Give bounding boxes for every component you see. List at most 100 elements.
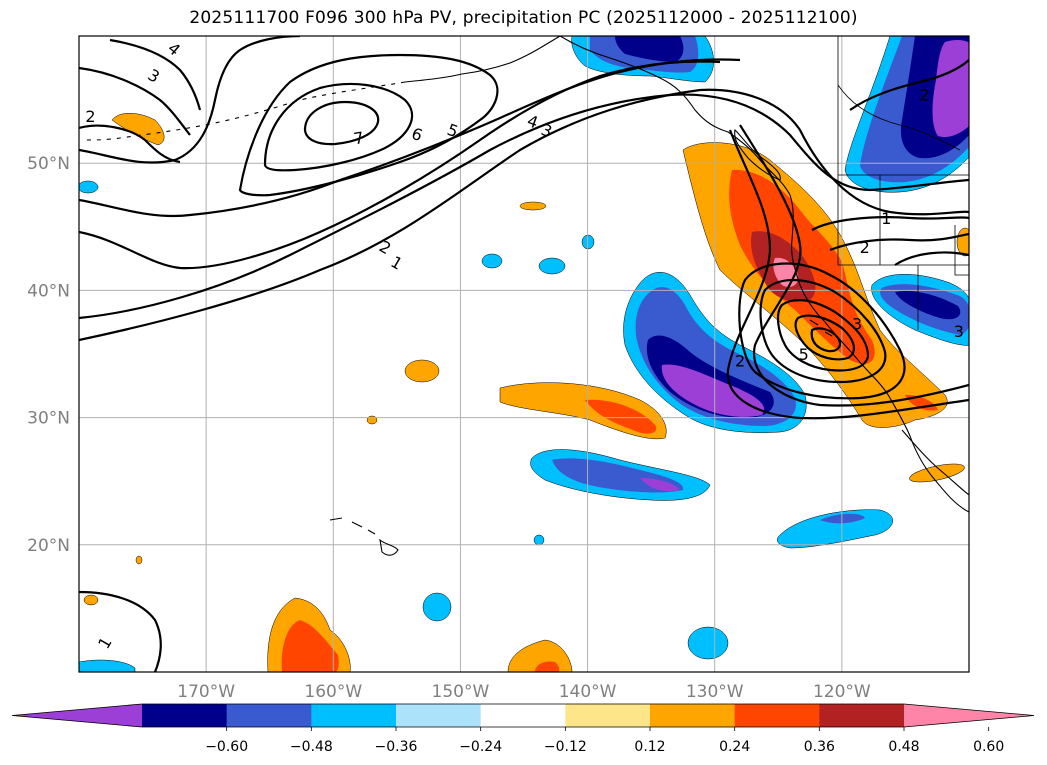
precip-spot xyxy=(533,534,545,546)
precip-spot xyxy=(83,594,99,606)
precip-positive-south1-red xyxy=(281,620,339,672)
state-borders xyxy=(837,36,969,330)
pv-contour-label: 4 xyxy=(525,111,541,132)
pv-contour-label: 3 xyxy=(954,322,964,341)
lon-tick-label: 120°W xyxy=(813,682,871,702)
precip-spot xyxy=(481,253,503,269)
precip-spot xyxy=(422,592,452,622)
colorbar-segment xyxy=(396,704,482,727)
colorbar-tick-label: −0.36 xyxy=(375,739,418,755)
pv-contour-label-text: 2 xyxy=(85,107,95,126)
lon-tick-label: 160°W xyxy=(304,682,362,702)
lat-tick-label: 40°N xyxy=(27,281,70,301)
pv-contour-1 xyxy=(79,88,969,342)
colorbar-segment xyxy=(142,704,228,727)
lat-tick-label: 20°N xyxy=(27,536,70,556)
precip-spot xyxy=(79,180,99,194)
pv-contour-trough-outer xyxy=(726,129,969,420)
pv-contour-3 xyxy=(79,58,741,218)
pv-contour-label: 7 xyxy=(352,128,365,148)
precip-negative-goa-navy xyxy=(615,36,684,62)
pv-contour-aleutian-3 xyxy=(79,66,191,136)
colorbar xyxy=(11,703,1035,728)
lon-tick-label: 170°W xyxy=(177,682,235,702)
pv-contour-label: 2 xyxy=(85,107,95,126)
pv-contour-4 xyxy=(79,36,301,164)
colorbar-tick-labels: −0.60 −0.48 −0.36 −0.24 −0.12 0.12 0.24 0.36 0.4… xyxy=(205,727,1004,755)
precip-spot xyxy=(404,359,440,383)
coastline-baja-east xyxy=(901,429,969,496)
pv-contour-label: 5 xyxy=(445,120,461,141)
coastline-hawaii xyxy=(329,517,399,556)
coastlines xyxy=(84,36,969,556)
pv-contour-trough-2 xyxy=(759,278,887,384)
pv-contour-trough-outer-2 xyxy=(739,124,969,407)
pv-contour-label-text: 2 xyxy=(735,351,745,370)
colorbar-tick-label: 0.36 xyxy=(804,739,835,755)
precip-positive-south2-red xyxy=(535,661,560,672)
precip-negative-baja-cyan xyxy=(777,509,893,549)
colorbar-tick-label: 0.24 xyxy=(719,739,750,755)
colorbar-segment xyxy=(819,704,905,727)
latitude-tick-labels: 20°N 30°N 40°N 50°N xyxy=(27,154,70,556)
lat-tick-label: 50°N xyxy=(27,154,70,174)
pv-contour-2 xyxy=(79,93,969,320)
pv-contour-east-2 xyxy=(829,232,969,252)
precip-negative-trough-purple xyxy=(661,364,765,417)
pv-contour-label: 3 xyxy=(539,120,555,141)
precip-positive-central-red xyxy=(585,399,657,434)
pv-contour-label-text: 2 xyxy=(860,238,870,257)
pv-contour-trough-1 xyxy=(738,262,906,400)
colorbar-segment xyxy=(311,704,397,727)
pv-contour-7 xyxy=(303,100,380,146)
precip-spot xyxy=(519,201,547,211)
pv-contour-label-text: 1 xyxy=(881,209,891,228)
pv-contour-label: 6 xyxy=(409,124,425,145)
precipitation-shading xyxy=(79,36,969,672)
precip-spot xyxy=(135,555,143,565)
colorbar-segment xyxy=(480,704,566,727)
colorbar-tick-label: 0.60 xyxy=(973,739,1004,755)
colorbar-extend-max xyxy=(904,704,1034,727)
pv-contour-ne-2 xyxy=(849,59,969,111)
pv-contour-label: 1 xyxy=(881,209,891,228)
pv-contour-aleutian-2 xyxy=(79,124,181,164)
colorbar-tick-label: −0.60 xyxy=(205,739,248,755)
coastline-alaska-peninsula xyxy=(404,36,561,83)
pv-contour-6 xyxy=(263,82,414,172)
colorbar-tick-label: −0.48 xyxy=(290,739,333,755)
precip-spot xyxy=(687,626,729,660)
pv-contour-east-3 xyxy=(894,251,969,266)
precip-negative-baja-blue xyxy=(820,513,865,524)
pv-contour-label-text: 3 xyxy=(852,314,862,333)
precip-spot xyxy=(956,227,969,257)
colorbar-segment xyxy=(565,704,651,727)
pv-contour-trough-4 xyxy=(794,314,856,361)
pv-contour-label: 2 xyxy=(860,238,870,257)
pv-contour-5 xyxy=(238,53,499,197)
colorbar-tick-label: 0.48 xyxy=(888,739,919,755)
pv-contour-low1 xyxy=(79,590,162,672)
colorbar-segment xyxy=(734,704,820,727)
lon-tick-label: 150°W xyxy=(432,682,490,702)
pv-contour-label-text: 5 xyxy=(799,345,809,364)
precip-spot xyxy=(538,257,566,275)
precip-negative-east-navy xyxy=(895,290,961,320)
graticule xyxy=(79,36,969,672)
pv-contour-label-text: 3 xyxy=(954,322,964,341)
lon-tick-label: 140°W xyxy=(559,682,617,702)
lat-tick-label: 30°N xyxy=(27,409,70,429)
plot-frame xyxy=(78,35,970,673)
colorbar-outline xyxy=(11,703,1035,728)
colorbar-tick-label: −0.24 xyxy=(459,739,502,755)
colorbar-segment xyxy=(650,704,736,727)
pv-contour-aleutian-4 xyxy=(109,38,202,111)
pv-contour-label-text: 7 xyxy=(352,128,365,148)
pv-contour-2b xyxy=(79,60,721,270)
precip-negative-band-purple xyxy=(640,478,680,492)
precip-negative-ne-purple xyxy=(932,40,969,137)
coastline-vancouver-island xyxy=(734,128,781,181)
longitude-tick-labels: 170°W 160°W 150°W 140°W 130°W 120°W xyxy=(177,682,871,702)
